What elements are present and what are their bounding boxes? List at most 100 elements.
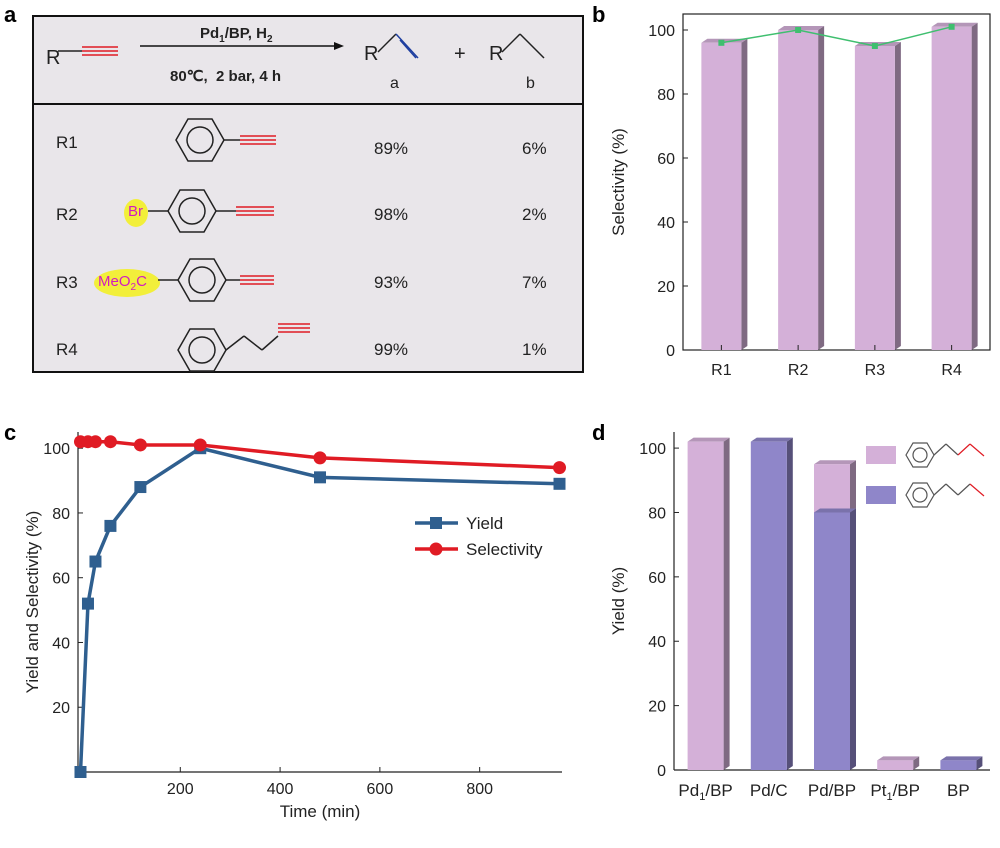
series-line [78,446,560,773]
y-tick-label: 80 [52,506,70,523]
bar [854,42,901,350]
bar-side [971,22,978,351]
bar [778,26,825,350]
y-tick-label: 80 [648,505,666,522]
row-yield-b: 2% [522,205,547,224]
product-b-r: R [489,43,504,65]
bar-alkane-front [750,441,787,770]
legend-label: Selectivity [466,540,543,559]
row-yield-a: 89% [374,139,409,158]
selectivity-marker [795,27,802,33]
panel-label-d: d [592,420,606,445]
y-tick-label: 20 [648,699,666,716]
y-tick-label: 0 [657,763,666,780]
x-tick-label: Pt1/BP [870,781,920,803]
x-tick-label: R1 [711,362,732,379]
y-tick-label: 40 [648,634,666,651]
row-yield-a: 98% [374,205,409,224]
data-point [104,519,117,532]
data-point [313,451,327,465]
x-tick-label: 800 [466,781,493,798]
y-tick-label: 20 [52,700,70,717]
bar-alkene-top [877,756,920,761]
bar-alkane-top [750,437,793,442]
product-b-label: b [526,75,535,92]
bar-alkane-top [940,756,983,761]
row-id: R3 [56,273,78,292]
bar-alkene-side [913,756,920,770]
panel-label-a: a [4,2,17,27]
y-tick-label: 80 [657,87,675,104]
legend-label: Yield [466,514,503,533]
x-tick-label: 200 [167,781,194,798]
y-tick-label: 60 [657,151,675,168]
bar-alkene-side [723,437,730,770]
x-tick-label: R3 [865,362,886,379]
row-yield-a: 93% [374,273,409,292]
y-axis-label: Yield (%) [609,567,628,635]
y-tick-label: 60 [52,571,70,588]
data-point [134,481,147,494]
data-point [193,438,207,452]
y-tick-label: 100 [43,441,70,458]
y-axis-label: Selectivity (%) [609,128,628,236]
bar-alkane-top [814,508,856,513]
data-point [89,555,102,568]
bar-alkene [687,437,730,770]
bar-alkane-side [976,756,983,770]
x-tick-label: 600 [367,781,394,798]
bar-alkane [750,437,793,770]
reactant-r: R [46,47,61,69]
row-id: R4 [56,340,78,359]
bar-alkane-front [940,760,977,770]
x-tick-label: R4 [941,362,962,379]
ester-highlight [94,269,160,297]
data-point [553,461,567,475]
legend-swatch-alkane [866,486,896,504]
row-id: R2 [56,205,78,224]
panel-label-b: b [592,2,606,27]
data-point [553,477,566,490]
substituent-ester: MeO2C [98,273,147,293]
reaction-table: R Pd1/BP, H2 80℃, 2 bar, 4 h R a + R b R… [32,15,584,373]
legend-marker [430,517,442,529]
bar-alkane-side [850,508,856,770]
bar-side [818,26,825,350]
bar-alkene-front [877,760,914,770]
data-point [103,435,117,449]
x-tick-label: 400 [267,781,294,798]
selectivity-marker [718,39,725,46]
y-tick-label: 40 [52,635,70,652]
reaction-scheme: R Pd1/BP, H2 80℃, 2 bar, 4 h R a + R b [34,17,582,105]
bar-side [894,42,901,350]
y-tick-label: 20 [657,279,675,296]
row-yield-b: 7% [522,273,547,292]
bar-front [701,42,742,351]
substituent-br: Br [128,203,143,220]
x-tick-label: Pd/C [750,781,788,800]
bar-alkane-side [786,437,793,770]
y-tick-label: 60 [648,570,666,587]
bar-front [778,30,819,350]
bar-alkane [940,756,983,770]
product-a-label: a [390,75,399,92]
x-tick-label: Pd1/BP [678,781,732,803]
data-point [314,471,326,484]
bar-alkene-front [687,441,724,770]
bar-alkane-front [814,512,850,770]
y-axis-label: Yield and Selectivity (%) [23,511,42,694]
y-tick-label: 100 [639,441,666,458]
bar-front [931,26,972,351]
y-tick-label: 40 [657,215,675,232]
x-tick-label: Pd/BP [808,781,856,800]
legend-marker [429,542,443,556]
legend-swatch-alkene [866,446,896,464]
row-id: R1 [56,133,78,152]
condition-catalyst: Pd1/BP, H2 [200,25,273,45]
y-tick-label: 0 [666,343,675,360]
data-point [88,435,102,449]
bar-side [741,38,748,351]
